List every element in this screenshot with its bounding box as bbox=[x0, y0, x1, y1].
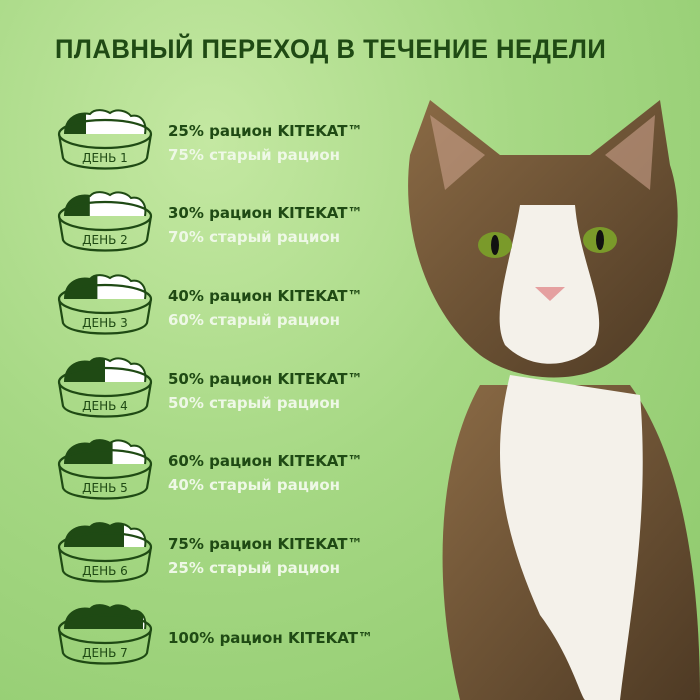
day-label: ДЕНЬ 6 bbox=[82, 564, 128, 578]
day-label: ДЕНЬ 5 bbox=[82, 481, 128, 495]
old-ration-text: 50% старый рацион bbox=[168, 394, 341, 412]
step-day-3: ДЕНЬ 3 40% рацион KITEKAT™ 60% старый ра… bbox=[55, 273, 375, 343]
step-day-2: ДЕНЬ 2 30% рацион KITEKAT™ 70% старый ра… bbox=[55, 190, 375, 260]
old-ration-text: 70% старый рацион bbox=[168, 228, 341, 246]
day-label: ДЕНЬ 2 bbox=[82, 233, 128, 247]
old-ration-text: 60% старый рацион bbox=[168, 311, 341, 329]
new-ration-text: 100% рацион KITEKAT™ bbox=[168, 629, 373, 647]
new-ration-text: 60% рацион KITEKAT™ bbox=[168, 452, 363, 470]
day-label: ДЕНЬ 7 bbox=[82, 646, 128, 660]
new-ration-text: 30% рацион KITEKAT™ bbox=[168, 204, 363, 222]
new-ration-text: 50% рацион KITEKAT™ bbox=[168, 370, 363, 388]
food-bowl-icon: ДЕНЬ 4 bbox=[57, 357, 153, 418]
food-bowl-icon: ДЕНЬ 1 bbox=[57, 109, 153, 170]
day-label: ДЕНЬ 3 bbox=[82, 316, 128, 330]
food-bowl-icon: ДЕНЬ 2 bbox=[57, 191, 153, 252]
step-day-6: ДЕНЬ 6 75% рацион KITEKAT™ 25% старый ра… bbox=[55, 521, 375, 591]
day-label: ДЕНЬ 1 bbox=[82, 151, 128, 165]
old-ration-text: 40% старый рацион bbox=[168, 476, 341, 494]
step-day-5: ДЕНЬ 5 60% рацион KITEKAT™ 40% старый ра… bbox=[55, 438, 375, 508]
new-food-portion bbox=[65, 523, 124, 547]
page-title: ПЛАВНЫЙ ПЕРЕХОД В ТЕЧЕНИЕ НЕДЕЛИ bbox=[55, 34, 607, 64]
cat-photo bbox=[408, 100, 700, 700]
food-bowl-icon: ДЕНЬ 6 bbox=[57, 522, 153, 583]
step-day-7: ДЕНЬ 7 100% рацион KITEKAT™ bbox=[55, 603, 375, 673]
old-ration-text: 25% старый рацион bbox=[168, 559, 341, 577]
new-ration-text: 40% рацион KITEKAT™ bbox=[168, 287, 363, 305]
food-bowl-icon: ДЕНЬ 5 bbox=[57, 439, 153, 500]
step-day-1: ДЕНЬ 1 25% рацион KITEKAT™ 75% старый ра… bbox=[55, 108, 375, 178]
step-day-4: ДЕНЬ 4 50% рацион KITEKAT™ 50% старый ра… bbox=[55, 356, 375, 426]
new-ration-text: 25% рацион KITEKAT™ bbox=[168, 122, 363, 140]
new-ration-text: 75% рацион KITEKAT™ bbox=[168, 535, 363, 553]
food-bowl-icon: ДЕНЬ 7 bbox=[57, 604, 153, 665]
day-label: ДЕНЬ 4 bbox=[82, 399, 128, 413]
new-food-portion bbox=[65, 440, 113, 464]
food-bowl-icon: ДЕНЬ 3 bbox=[57, 274, 153, 335]
new-food-portion bbox=[65, 605, 143, 629]
old-ration-text: 75% старый рацион bbox=[168, 146, 341, 164]
